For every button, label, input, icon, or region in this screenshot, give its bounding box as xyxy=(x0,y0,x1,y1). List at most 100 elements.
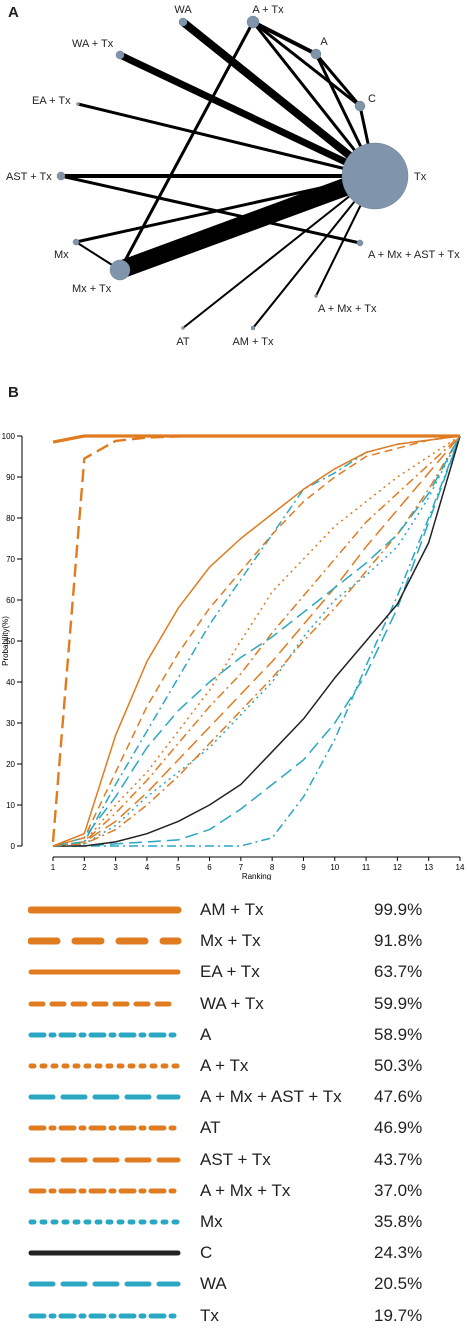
legend-sucra-value: 20.5% xyxy=(374,1274,423,1294)
legend-label: WA xyxy=(200,1274,227,1294)
legend-sucra-value: 59.9% xyxy=(374,993,423,1013)
x-tick-label: 10 xyxy=(330,863,339,872)
legend-label: Tx xyxy=(200,1305,219,1325)
y-tick-label: 10 xyxy=(6,801,15,810)
legend-item-wa: WA 20.5% xyxy=(0,1266,468,1302)
edge-wa-tx xyxy=(180,18,378,180)
x-tick-label: 8 xyxy=(270,863,275,872)
legend-item-a-plus-tx: A + Tx 50.3% xyxy=(0,1048,468,1084)
legend-sucra-value: 91.8% xyxy=(374,931,423,951)
node-at xyxy=(181,326,185,330)
node-label-aplusmxplustx: A + Mx + Tx xyxy=(318,303,377,315)
series-line-mx xyxy=(52,435,461,847)
y-tick-label: 20 xyxy=(6,760,15,769)
node-wa xyxy=(178,17,188,27)
legend-sucra-value: 50.3% xyxy=(374,1056,423,1075)
edge-aplustx-c xyxy=(252,20,361,108)
legend-swatch-ea-plus-tx xyxy=(28,969,181,975)
legend-swatch-mx-plus-tx xyxy=(28,937,182,945)
legend-swatch-c xyxy=(28,1250,181,1256)
x-tick-label: 6 xyxy=(207,863,212,872)
legend-label: Mx + Tx xyxy=(200,931,261,951)
series-line-wa xyxy=(53,435,461,847)
y-tick-label: 30 xyxy=(6,719,15,728)
node-label-at: AT xyxy=(176,336,190,348)
x-tick-label: 3 xyxy=(113,863,118,872)
y-tick-label: 40 xyxy=(6,678,15,687)
x-tick-label: 7 xyxy=(239,863,244,872)
legend-label: A xyxy=(200,1024,212,1044)
node-aplustx xyxy=(246,15,260,29)
legend-label: EA + Tx xyxy=(200,962,260,982)
node-tx xyxy=(341,142,409,210)
legend-sucra-value: 37.0% xyxy=(374,1180,423,1200)
legend-label: AT xyxy=(200,1118,221,1138)
node-mxplustx xyxy=(109,259,131,281)
edge-aplustx-mxplustx xyxy=(118,21,255,271)
legend-swatch-ast-plus-tx xyxy=(28,1157,181,1163)
legend-swatch-a xyxy=(28,1032,181,1038)
legend-item-mx: Mx 35.8% xyxy=(0,1204,468,1240)
legend-sucra-value: 47.6% xyxy=(374,1087,423,1107)
node-label-mxplustx: Mx + Tx xyxy=(72,283,112,295)
legend-item-a-plus-mx-plus-ast-plus-tx: A + Mx + AST + Tx 47.6% xyxy=(0,1079,468,1115)
node-label-mx: Mx xyxy=(54,249,69,261)
y-tick-label: 50 xyxy=(6,637,15,646)
y-tick-label: 60 xyxy=(6,596,15,605)
node-label-amplustx: AM + Tx xyxy=(232,336,274,348)
legend-item-tx: Tx 19.7% xyxy=(0,1298,468,1334)
legend-sucra-value: 24.3% xyxy=(374,1243,423,1263)
series-line-wa-plus-tx xyxy=(52,435,461,847)
legend-label: Mx xyxy=(200,1212,223,1231)
x-tick-label: 12 xyxy=(393,863,402,872)
legend-sucra-value: 35.8% xyxy=(374,1212,423,1231)
legend-item-ea-plus-tx: EA + Tx 63.7% xyxy=(0,954,468,990)
y-tick-label: 0 xyxy=(11,842,16,851)
legend-swatch-a-plus-mx-plus-ast-plus-tx xyxy=(28,1094,181,1100)
x-tick-label: 2 xyxy=(82,863,87,872)
legend-swatch-mx xyxy=(28,1219,181,1225)
x-tick-label: 1 xyxy=(51,863,56,872)
edge-mx-tx xyxy=(75,174,376,244)
node-waplustx xyxy=(115,50,125,60)
edge-waplustx-tx xyxy=(118,51,377,180)
legend-label: C xyxy=(200,1243,213,1263)
y-axis-label: Probability(%) xyxy=(1,616,10,666)
node-eaplustx xyxy=(76,102,80,106)
legend-sucra-value: 19.7% xyxy=(374,1305,423,1325)
x-tick-label: 13 xyxy=(424,863,433,872)
node-label-astplustx: AST + Tx xyxy=(6,171,52,183)
node-label-aplusmxplusastplustx: A + Mx + AST + Tx xyxy=(368,249,460,261)
panel-a-letter: A xyxy=(8,4,19,21)
legend-swatch-a-plus-tx xyxy=(28,1063,181,1069)
y-tick-label: 100 xyxy=(2,432,16,441)
series-line-mx-plus-tx xyxy=(51,434,460,842)
legend: AM + Tx 99.9% Mx + Tx 91.8% EA + Tx 63.7% WA +… xyxy=(0,880,468,1339)
x-tick-label: 9 xyxy=(301,863,306,872)
node-label-c: C xyxy=(368,93,376,105)
edge-eaplustx-tx xyxy=(77,102,376,178)
network-plot: WA A + Tx A WA + Tx EA + Tx C Tx AST + Tx Mx A + … xyxy=(6,4,460,348)
legend-swatch-am-plus-tx xyxy=(28,906,182,914)
node-a xyxy=(310,48,322,60)
edge-mxplustx-tx xyxy=(116,167,379,279)
legend-sucra-value: 63.7% xyxy=(374,962,423,982)
legend-sucra-value: 58.9% xyxy=(374,1024,423,1044)
panel-b-letter: B xyxy=(8,384,19,401)
legend-label: WA + Tx xyxy=(200,993,264,1013)
node-amplustx xyxy=(250,325,256,331)
legend-label: A + Mx + AST + Tx xyxy=(200,1087,342,1107)
x-tick-label: 11 xyxy=(362,863,371,872)
node-label-eaplustx: EA + Tx xyxy=(32,95,71,107)
edge-at-tx xyxy=(182,175,376,329)
legend-item-wa-plus-tx: WA + Tx 59.9% xyxy=(0,986,468,1022)
series-line-a-plus-mx-plus-tx xyxy=(52,435,461,847)
node-aplusmxplustx xyxy=(314,294,318,298)
x-tick-label: 14 xyxy=(456,863,465,872)
legend-item-mx-plus-tx: Mx + Tx 91.8% xyxy=(0,923,468,959)
node-label-waplustx: WA + Tx xyxy=(72,38,114,50)
node-c xyxy=(354,100,366,112)
series-line-a-plus-tx xyxy=(52,435,461,847)
